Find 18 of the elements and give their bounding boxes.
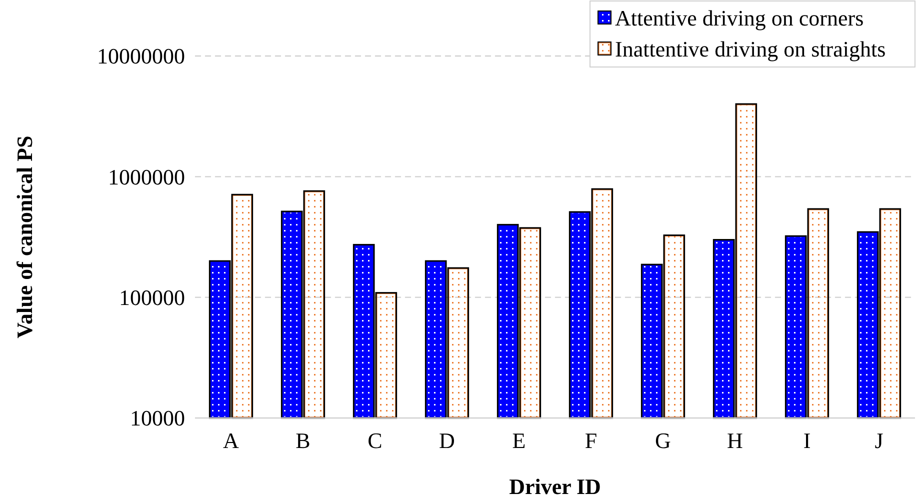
x-tick-label: C <box>368 428 382 453</box>
y-tick-label: 100000 <box>119 285 185 310</box>
legend-label: Inattentive driving on straights <box>615 36 886 62</box>
x-tick-label: F <box>584 428 598 453</box>
x-axis-title: Driver ID <box>509 474 601 499</box>
x-tick-label: H <box>727 428 744 453</box>
x-tick-label: B <box>296 428 310 453</box>
y-axis-title: Value of canonical PS <box>12 136 37 338</box>
x-tick-label: G <box>655 428 672 453</box>
y-tick-label: 10000 <box>130 406 185 431</box>
x-tick-label: D <box>439 428 455 453</box>
x-tick-label: I <box>803 428 811 453</box>
x-tick-label: A <box>223 428 240 453</box>
legend-label: Attentive driving on corners <box>615 6 864 31</box>
x-tick-label: J <box>874 428 884 453</box>
x-tick-label: E <box>512 428 526 453</box>
y-tick-label: 1000000 <box>108 164 185 190</box>
y-tick-label: 10000000 <box>97 44 185 69</box>
